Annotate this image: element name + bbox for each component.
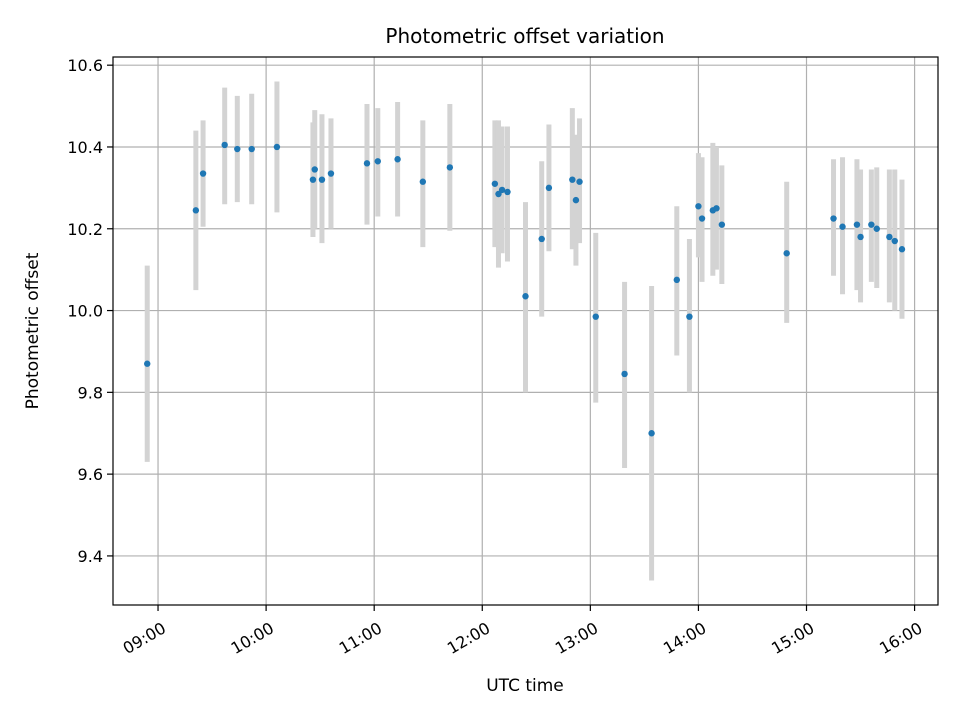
y-axis-ticks: 9.4 9.6 9.8 10.0 10.2 10.4 10.6 [67, 56, 113, 566]
data-point [830, 215, 837, 222]
data-point [572, 196, 580, 204]
data-point [374, 158, 381, 165]
data-point [504, 188, 511, 196]
data-point [318, 176, 326, 183]
chart-title: Photometric offset variation [385, 24, 664, 48]
data-point [839, 223, 846, 230]
data-point [853, 221, 861, 228]
data-point [718, 221, 726, 228]
data-point [857, 233, 864, 241]
data-point [648, 430, 655, 437]
data-point [783, 250, 790, 257]
data-point [891, 237, 898, 245]
data-point [234, 145, 241, 153]
data-point [446, 164, 454, 171]
data-points [144, 141, 906, 437]
data-point [621, 370, 628, 378]
y-tick-label: 10.2 [67, 220, 103, 239]
y-tick-label: 9.6 [78, 465, 103, 484]
data-point [248, 145, 255, 153]
data-point [311, 166, 318, 173]
data-point [327, 170, 335, 177]
y-tick-label: 10.0 [67, 302, 103, 321]
data-point [221, 141, 228, 149]
plot-area-frame [112, 56, 939, 606]
data-point [873, 225, 880, 232]
data-point [498, 186, 506, 194]
x-axis-title: UTC time [486, 676, 564, 696]
data-point [592, 313, 599, 320]
data-point [394, 156, 401, 163]
data-point [868, 221, 875, 228]
data-point [538, 235, 545, 243]
data-point [698, 215, 706, 222]
data-point [886, 233, 893, 241]
y-tick-label: 10.6 [67, 56, 103, 75]
y-tick-label: 9.4 [78, 547, 103, 566]
data-point [898, 246, 906, 253]
data-point [309, 176, 317, 183]
data-point [522, 293, 529, 300]
data-point [713, 205, 720, 212]
data-point [569, 176, 576, 183]
data-point [695, 203, 702, 210]
data-point [491, 180, 499, 187]
data-point [686, 313, 693, 320]
y-tick-label: 10.4 [67, 138, 103, 157]
data-point [673, 276, 681, 284]
data-point [199, 170, 207, 177]
data-point [144, 360, 151, 367]
y-tick-label: 9.8 [78, 383, 103, 402]
data-point [576, 178, 583, 185]
data-point [273, 143, 281, 151]
data-point [419, 178, 427, 185]
data-point [192, 207, 200, 214]
y-axis-title: Photometric offset [23, 252, 43, 409]
data-point [363, 160, 371, 167]
data-point [545, 184, 553, 192]
